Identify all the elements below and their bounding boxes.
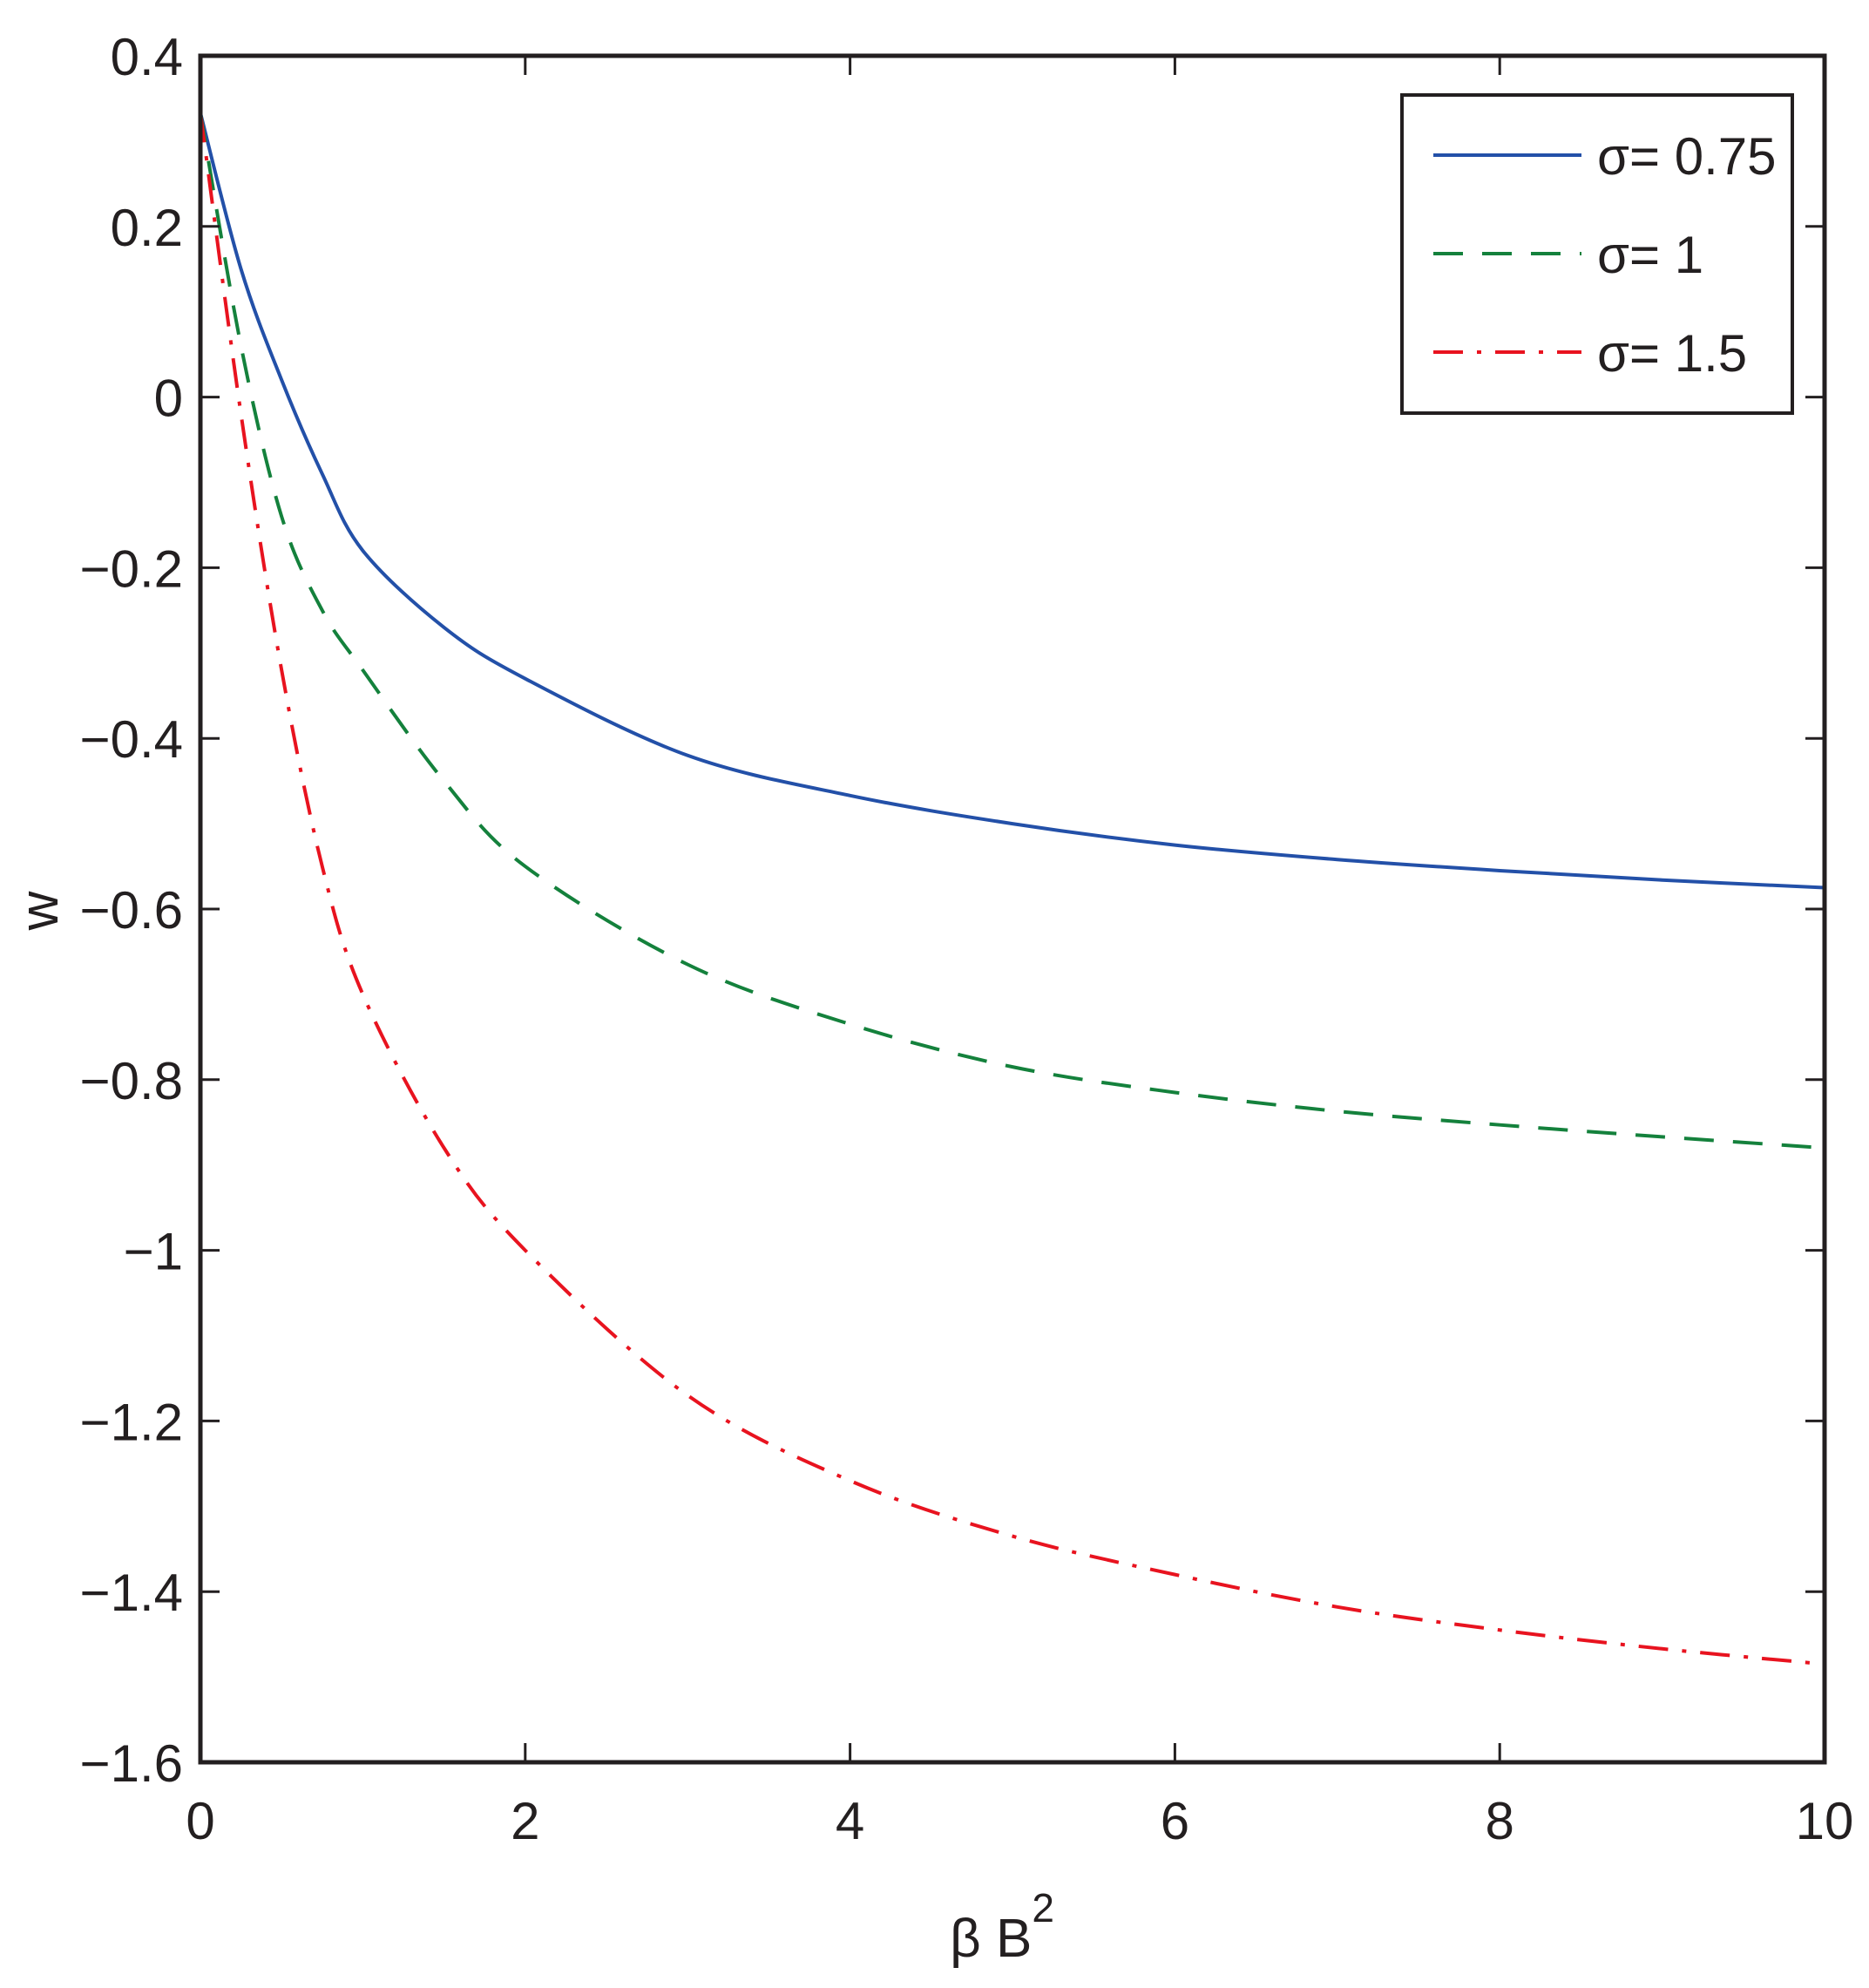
y-tick-label: 0.2 [111, 199, 183, 257]
x-tick-label: 8 [1486, 1792, 1514, 1850]
x-tick-label: 0 [186, 1792, 214, 1850]
y-tick-label: −0.4 [80, 710, 183, 769]
y-tick-label: −1.6 [80, 1734, 183, 1793]
legend: σ= 0.75 σ= 1 σ= 1.5 [1400, 93, 1794, 415]
legend-label: σ= 0.75 [1597, 127, 1777, 186]
legend-label: σ= 1.5 [1597, 324, 1747, 383]
legend-box [1400, 93, 1794, 415]
x-axis-label: β B2 [950, 1885, 1054, 1969]
y-tick-label: −0.8 [80, 1052, 183, 1110]
y-axis-label: w [10, 891, 70, 931]
y-tick-label: −0.2 [80, 539, 183, 598]
series-line-3 [199, 112, 1825, 1666]
x-tick-label: 6 [1161, 1792, 1189, 1850]
y-tick-label: 0 [154, 370, 183, 428]
ticks [199, 54, 1826, 1764]
y-tick-label: 0.4 [111, 28, 183, 86]
x-tick-label: 10 [1796, 1792, 1854, 1850]
legend-label: σ= 1 [1597, 226, 1703, 284]
x-tick-label: 4 [836, 1792, 864, 1850]
x-tick-labels: 0 2 4 6 8 10 [186, 1792, 1853, 1850]
curves [199, 112, 1825, 1666]
y-tick-label: −1.2 [80, 1393, 183, 1451]
y-tick-label: −1 [124, 1223, 183, 1281]
y-tick-label: −0.6 [80, 881, 183, 940]
y-tick-labels: 0.4 0.2 0 −0.2 −0.4 −0.6 −0.8 −1 −1.2 −1.4 −1.6 [80, 28, 183, 1793]
series-line-2 [199, 112, 1825, 1150]
x-tick-label: 2 [511, 1792, 539, 1850]
series-line-1 [199, 112, 1825, 890]
y-tick-label: −1.4 [80, 1564, 183, 1622]
